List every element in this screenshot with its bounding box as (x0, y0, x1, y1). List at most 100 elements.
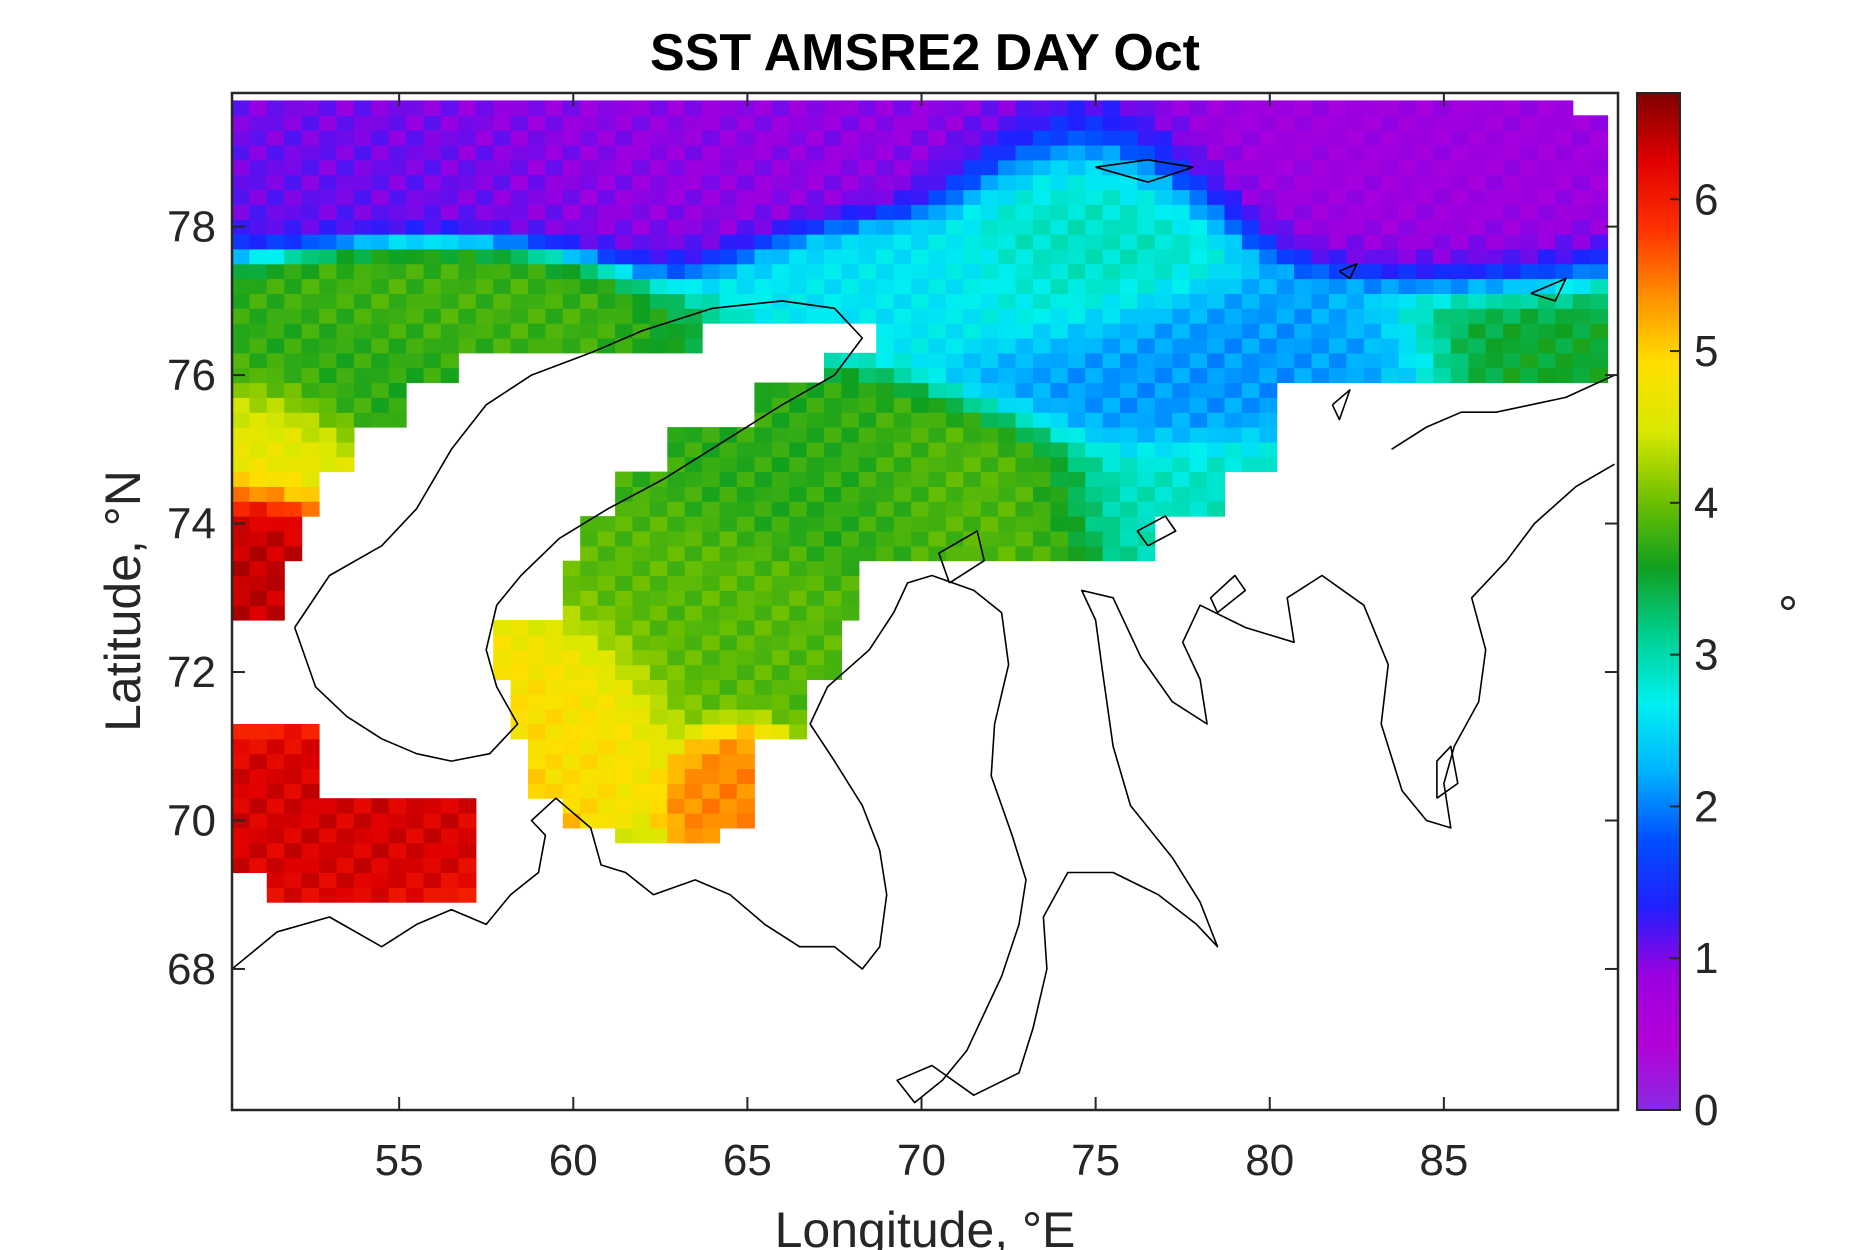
sst-cell (702, 100, 721, 116)
sst-cell (963, 278, 982, 294)
sst-cell (1137, 456, 1156, 473)
sst-cell (1137, 501, 1156, 517)
sst-cell (771, 204, 790, 220)
sst-cell (1085, 501, 1104, 517)
sst-cell (1329, 115, 1347, 131)
sst-cell (336, 145, 355, 161)
sst-cell (1067, 382, 1086, 398)
sst-cell (266, 560, 285, 577)
sst-cell (806, 427, 825, 443)
sst-cell (284, 234, 303, 250)
sst-cell (736, 441, 755, 458)
sst-cell (597, 100, 616, 116)
sst-cell (1137, 471, 1156, 487)
sst-cell (1207, 486, 1226, 502)
sst-cell (1381, 293, 1400, 309)
sst-cell (1450, 174, 1469, 191)
sst-cell (1468, 248, 1487, 265)
sst-cell (1276, 115, 1295, 131)
sst-cell (858, 219, 877, 235)
sst-cell (736, 263, 755, 280)
sst-cell (1381, 338, 1400, 354)
y-tick-label: 70 (167, 796, 216, 845)
sst-cell (284, 248, 303, 265)
sst-cell (649, 159, 668, 176)
sst-cell (649, 679, 668, 695)
sst-cell (789, 145, 808, 161)
sst-cell (336, 338, 355, 354)
sst-cell (1224, 367, 1243, 384)
sst-cell (580, 189, 599, 205)
sst-cell (249, 827, 268, 844)
sst-cell (406, 115, 425, 131)
sst-cell (824, 575, 842, 591)
sst-cell (998, 159, 1017, 176)
sst-cell (789, 293, 808, 309)
sst-cell (1050, 412, 1069, 428)
sst-cell (1085, 219, 1104, 235)
sst-cell (615, 813, 634, 829)
sst-cell (667, 115, 686, 131)
sst-cell (371, 842, 390, 859)
sst-cell (771, 694, 790, 710)
sst-cell (1207, 427, 1226, 443)
sst-cell (1085, 278, 1104, 294)
sst-cell (771, 456, 790, 473)
sst-cell (1033, 412, 1051, 428)
sst-cell (1224, 278, 1243, 294)
sst-cell (371, 887, 390, 903)
sst-cell (545, 768, 564, 784)
sst-cell (1224, 352, 1243, 369)
sst-cell (806, 649, 825, 666)
sst-cell (1503, 352, 1522, 369)
sst-cell (1207, 382, 1226, 398)
sst-cell (336, 248, 355, 265)
sst-cell (284, 842, 303, 859)
sst-cell (1398, 145, 1417, 161)
sst-cell (423, 248, 442, 265)
sst-cell (266, 753, 285, 770)
sst-cell (702, 130, 721, 146)
sst-cell (824, 219, 842, 235)
colorbar-label: ° (1749, 593, 1805, 613)
sst-cell (545, 204, 564, 220)
sst-cell (1189, 456, 1208, 473)
sst-cell (632, 501, 651, 517)
sst-cell (510, 323, 529, 339)
sst-cell (632, 649, 651, 666)
sst-cell (493, 620, 512, 636)
sst-cell (998, 397, 1017, 413)
sst-cell (232, 724, 250, 740)
sst-cell (702, 664, 721, 680)
sst-cell (789, 308, 808, 324)
sst-cell (841, 100, 860, 116)
sst-cell (719, 664, 738, 680)
sst-cell (1294, 204, 1313, 220)
sst-cell (580, 649, 599, 666)
sst-cell (319, 115, 338, 131)
sst-cell (980, 174, 999, 191)
sst-cell (545, 263, 564, 280)
sst-cell (458, 338, 477, 354)
sst-cell (1572, 308, 1591, 324)
sst-cell (789, 174, 808, 191)
sst-cell (249, 323, 268, 339)
coastline (232, 463, 1615, 1104)
sst-cell (841, 486, 860, 502)
sst-cell (1067, 234, 1086, 250)
sst-cell (371, 204, 390, 220)
sst-cell (1137, 412, 1156, 428)
sst-cell (754, 159, 773, 176)
sst-cell (702, 753, 721, 770)
sst-cell (371, 293, 390, 309)
sst-cell (667, 620, 686, 636)
sst-cell (1311, 130, 1330, 146)
sst-cell (1120, 293, 1138, 309)
sst-cell (1555, 159, 1574, 176)
sst-cell (771, 560, 790, 577)
sst-cell (1154, 352, 1173, 369)
sst-cell (928, 263, 947, 280)
sst-cell (440, 827, 459, 844)
sst-cell (597, 738, 616, 755)
